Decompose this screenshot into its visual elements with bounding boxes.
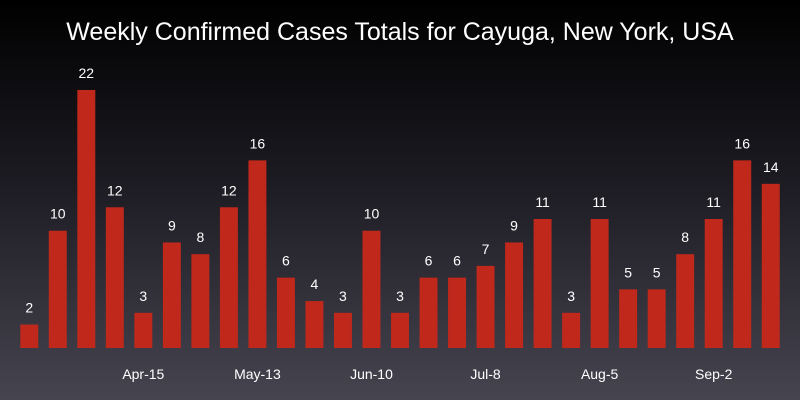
value-label-4: 3 (139, 288, 147, 304)
value-label-14: 6 (425, 253, 433, 269)
value-labels-group: 2 10 22 12 3 9 8 12 16 6 4 3 10 3 6 6 7 9 11 3 11 5 5 8 11 16 14 (25, 65, 778, 316)
bar-18 (533, 219, 552, 348)
value-label-26: 14 (763, 159, 779, 175)
value-label-25: 16 (734, 135, 750, 151)
bar-5 (162, 242, 181, 348)
x-tick-label-1: May-13 (234, 366, 281, 382)
bar-14 (419, 277, 438, 348)
value-label-1: 10 (50, 206, 66, 222)
chart-title: Weekly Confirmed Cases Totals for Cayuga… (66, 18, 734, 46)
value-label-23: 8 (681, 229, 689, 245)
value-label-2: 22 (79, 65, 95, 81)
x-tick-label-2: Jun-10 (350, 366, 393, 382)
bar-26 (761, 183, 780, 348)
bar-10 (305, 301, 324, 348)
value-label-3: 12 (107, 182, 123, 198)
value-label-0: 2 (25, 300, 33, 316)
bar-17 (505, 242, 524, 348)
bar-7 (219, 207, 238, 348)
bars-group (20, 90, 780, 348)
bar-24 (704, 219, 723, 348)
value-label-5: 9 (168, 217, 176, 233)
bar-25 (733, 160, 752, 348)
bar-15 (448, 277, 467, 348)
bar-8 (248, 160, 267, 348)
value-label-6: 8 (196, 229, 204, 245)
value-label-17: 9 (510, 217, 518, 233)
value-label-19: 3 (567, 288, 575, 304)
bar-20 (590, 219, 609, 348)
bar-4 (134, 312, 153, 348)
value-label-15: 6 (453, 253, 461, 269)
bar-21 (619, 289, 638, 348)
value-label-12: 10 (364, 206, 380, 222)
bar-9 (276, 277, 295, 348)
value-label-21: 5 (624, 264, 632, 280)
value-label-16: 7 (482, 241, 490, 257)
bar-12 (362, 230, 381, 348)
value-label-9: 6 (282, 253, 290, 269)
value-label-18: 11 (535, 194, 550, 210)
x-tick-labels-group: Apr-15 May-13 Jun-10 Jul-8 Aug-5 Sep-2 (122, 366, 732, 382)
value-label-20: 11 (592, 194, 607, 210)
x-tick-label-4: Aug-5 (581, 366, 619, 382)
x-tick-label-0: Apr-15 (122, 366, 164, 382)
x-tick-label-3: Jul-8 (470, 366, 501, 382)
value-label-10: 4 (311, 276, 319, 292)
bar-23 (676, 254, 695, 348)
value-label-11: 3 (339, 288, 347, 304)
bar-16 (476, 265, 495, 348)
bar-6 (191, 254, 210, 348)
bar-1 (48, 230, 67, 348)
bar-0 (20, 324, 39, 348)
bar-11 (333, 312, 352, 348)
value-label-8: 16 (250, 135, 266, 151)
bar-13 (391, 312, 409, 348)
value-label-22: 5 (653, 264, 661, 280)
bar-22 (647, 289, 666, 348)
x-tick-label-5: Sep-2 (695, 366, 733, 382)
value-label-13: 3 (396, 288, 404, 304)
bar-19 (562, 312, 581, 348)
value-label-24: 11 (706, 194, 721, 210)
value-label-7: 12 (221, 182, 237, 198)
bar-2 (77, 90, 96, 348)
bar-3 (105, 207, 124, 348)
